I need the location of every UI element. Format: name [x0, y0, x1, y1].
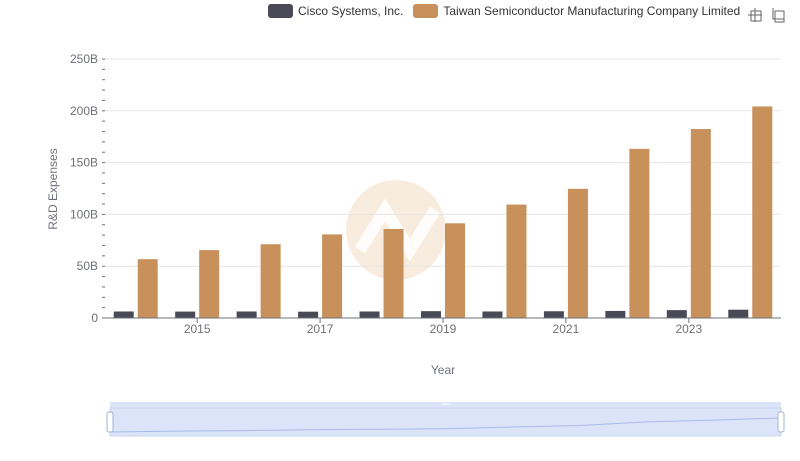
axes: 0 50B 100B 150B 200B 250B 2015 2017 2019 2021 2023 [70, 52, 781, 336]
zoom-handle-left[interactable] [106, 411, 114, 433]
bar-cisco [666, 310, 687, 318]
bar-cisco [605, 310, 626, 318]
bar-tsmc [567, 188, 588, 318]
bar-cisco [175, 311, 196, 318]
bar-cisco [421, 311, 441, 318]
bar-tsmc [199, 250, 220, 318]
bar-tsmc [137, 259, 158, 318]
bar-tsmc [752, 106, 773, 319]
bar-tsmc [629, 148, 650, 318]
y-axis-label: R&D Expenses [46, 148, 60, 229]
bar-tsmc [260, 244, 281, 318]
bar-tsmc [383, 229, 404, 318]
y-tick-label: 50B [77, 259, 98, 273]
bar-cisco [113, 311, 134, 318]
bar-cisco [482, 311, 503, 318]
y-tick-label: 100B [70, 207, 98, 221]
x-tick-label: 2017 [307, 322, 334, 336]
bar-tsmc [506, 204, 527, 318]
legend-item-tsmc[interactable]: Taiwan Semiconductor Manufacturing Compa… [413, 4, 740, 18]
bar-cisco [359, 311, 380, 318]
x-axis-label: Year [431, 363, 455, 377]
bar-tsmc [690, 129, 711, 318]
x-tick-label: 2023 [675, 322, 702, 336]
legend: Cisco Systems, Inc. Taiwan Semiconductor… [268, 4, 750, 18]
bar-cisco [543, 311, 564, 318]
restore-icon[interactable] [768, 6, 786, 24]
zoom-top-bar [110, 402, 781, 408]
chart-toolbar [746, 6, 790, 24]
y-tick-label: 200B [70, 104, 98, 118]
y-tick-label: 250B [70, 52, 98, 66]
bars [113, 106, 773, 319]
bar-cisco [728, 309, 749, 318]
legend-label-cisco: Cisco Systems, Inc. [298, 4, 404, 18]
bar-cisco [298, 311, 319, 318]
zoom-preview-line [109, 417, 782, 433]
legend-item-cisco[interactable]: Cisco Systems, Inc. [268, 4, 403, 18]
x-tick-label: 2015 [184, 322, 211, 336]
zoom-window [109, 407, 782, 437]
zoom-icon[interactable] [746, 6, 764, 24]
grid-lines [105, 58, 781, 267]
legend-label-tsmc: Taiwan Semiconductor Manufacturing Compa… [443, 4, 741, 18]
bar-tsmc [445, 223, 465, 318]
zoom-handle-right[interactable] [777, 411, 785, 433]
x-tick-label: 2019 [430, 322, 457, 336]
legend-swatch-tsmc [413, 4, 439, 18]
data-zoom-slider[interactable] [106, 402, 785, 437]
legend-swatch-cisco [268, 4, 293, 18]
x-tick-label: 2021 [553, 322, 580, 336]
y-tick-label: 150B [70, 156, 98, 170]
y-tick-label: 0 [91, 311, 98, 325]
bar-cisco [236, 311, 257, 318]
bar-tsmc [322, 234, 343, 318]
